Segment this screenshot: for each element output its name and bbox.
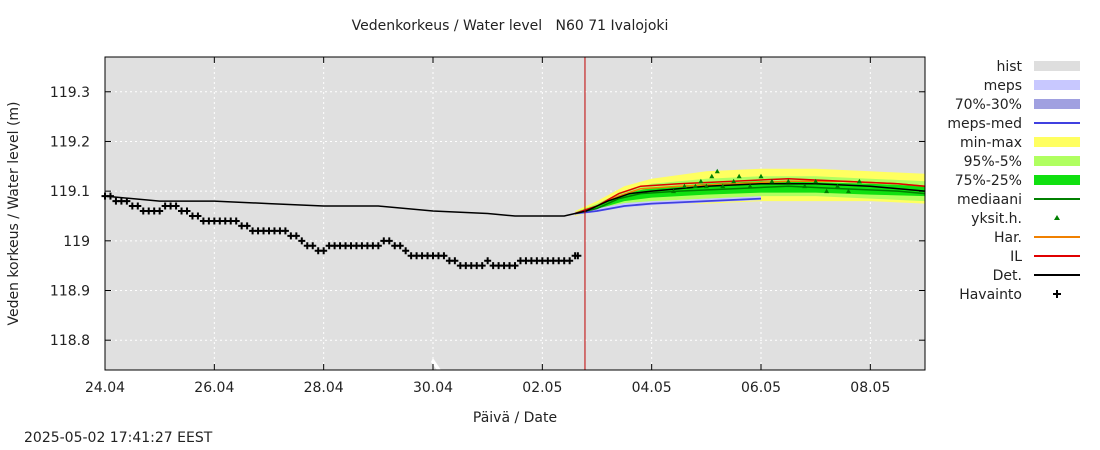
plot-artifact xyxy=(431,358,441,370)
yksit-h-point xyxy=(731,178,737,184)
havainto-point xyxy=(134,202,142,210)
plot-background xyxy=(105,57,925,370)
x-tick-label: 06.05 xyxy=(741,380,781,396)
yksit-h-point xyxy=(769,178,775,184)
legend-swatch xyxy=(1034,156,1080,166)
havainto-point xyxy=(320,247,328,255)
legend-label: hist xyxy=(996,59,1022,75)
x-tick-label: 28.04 xyxy=(304,380,344,396)
axes: 118.8 118.9 119 119.1 119.2 119.3 24.04 26.04 28… xyxy=(6,56,926,426)
legend-label: min-max xyxy=(960,135,1022,151)
y-tick-label: 119.1 xyxy=(50,184,90,200)
yksit-h-point xyxy=(802,183,808,189)
x-tick-label: 04.05 xyxy=(632,380,672,396)
chart-title: Vedenkorkeus / Water level N60 71 Ivaloj… xyxy=(351,18,669,34)
legend-swatch xyxy=(1034,99,1080,109)
legend-label: 75%-25% xyxy=(955,173,1022,189)
x-tick-label: 30.04 xyxy=(413,380,453,396)
havainto-point xyxy=(106,192,114,200)
x-tick-label: 26.04 xyxy=(194,380,234,396)
line-det xyxy=(104,182,926,217)
havainto-point xyxy=(440,252,448,260)
havainto-point xyxy=(484,257,492,265)
havainto-point xyxy=(172,202,180,210)
yksit-h-point xyxy=(714,168,720,174)
legend-label: yksit.h. xyxy=(971,211,1022,227)
plot-area xyxy=(101,57,926,370)
legend: hist meps 70%-30% meps-med min-max 95%-5% 75%-… xyxy=(947,59,1080,303)
yksit-h-point xyxy=(681,183,687,189)
line-mediaani xyxy=(574,185,926,215)
yksit-h-point xyxy=(671,188,677,194)
yksit-h-point xyxy=(856,178,862,184)
legend-swatch xyxy=(1034,137,1080,147)
havainto-point xyxy=(156,207,164,215)
timestamp: 2025-05-02 17:41:27 EEST xyxy=(24,430,213,446)
havainto-point xyxy=(402,247,410,255)
x-axis-label: Päivä / Date xyxy=(473,410,557,426)
havainto-point xyxy=(183,207,191,215)
yksit-h-point xyxy=(785,178,791,184)
y-tick-label: 119 xyxy=(63,234,90,250)
havainto-point xyxy=(292,232,300,240)
legend-label: Har. xyxy=(994,230,1022,246)
yksit-h-point xyxy=(747,183,753,189)
y-tick-label: 118.8 xyxy=(50,333,90,349)
legend-label: 70%-30% xyxy=(955,97,1022,113)
yksit-h-point xyxy=(703,183,709,189)
legend-label: mediaani xyxy=(957,192,1022,208)
legend-label: IL xyxy=(1010,249,1022,265)
havainto-point xyxy=(566,257,574,265)
y-tick-label: 118.9 xyxy=(50,284,90,300)
yksit-h-point xyxy=(698,178,704,184)
yksit-h-point xyxy=(835,183,841,189)
yksit-h-point xyxy=(845,188,851,194)
havainto-point xyxy=(374,242,382,250)
y-axis-label: Veden korkeus / Water level (m) xyxy=(6,102,22,326)
havainto-point xyxy=(232,217,240,225)
y-tick-label: 119.3 xyxy=(50,85,90,101)
havainto-point xyxy=(396,242,404,250)
havainto-point xyxy=(123,197,131,205)
legend-swatch xyxy=(1034,80,1080,90)
yksit-h-point xyxy=(720,183,726,189)
line-il xyxy=(574,177,926,215)
legend-label: meps xyxy=(984,78,1022,94)
havainto-point xyxy=(385,237,393,245)
yksit-h-point xyxy=(824,188,830,194)
havainto-point xyxy=(451,257,459,265)
x-tick-label: 08.05 xyxy=(850,380,890,396)
havainto-point xyxy=(298,237,306,245)
havainto-point xyxy=(309,242,317,250)
x-tick-label: 24.04 xyxy=(85,380,125,396)
havainto-point xyxy=(574,252,582,260)
legend-swatch xyxy=(1034,61,1080,71)
yksit-h-point xyxy=(813,178,819,184)
line-meps-med xyxy=(574,197,762,215)
yksit-h-point xyxy=(758,173,764,179)
havainto-point xyxy=(281,227,289,235)
legend-label: 95%-5% xyxy=(964,154,1022,170)
legend-swatch xyxy=(1053,290,1061,298)
x-tick-label: 02.05 xyxy=(522,380,562,396)
legend-label: Havainto xyxy=(959,287,1022,303)
y-tick-label: 119.2 xyxy=(50,134,90,150)
yksit-h-point xyxy=(692,183,698,189)
havainto-point xyxy=(243,222,251,230)
havainto-point xyxy=(511,262,519,270)
plot-frame xyxy=(104,56,926,371)
yksit-h-point xyxy=(709,173,715,179)
legend-swatch xyxy=(1034,175,1080,185)
yksit-h-point xyxy=(736,173,742,179)
legend-swatch xyxy=(1054,215,1060,220)
legend-label: Det. xyxy=(993,268,1022,284)
havainto-point xyxy=(478,262,486,270)
legend-label: meps-med xyxy=(947,116,1022,132)
havainto-point xyxy=(194,212,202,220)
